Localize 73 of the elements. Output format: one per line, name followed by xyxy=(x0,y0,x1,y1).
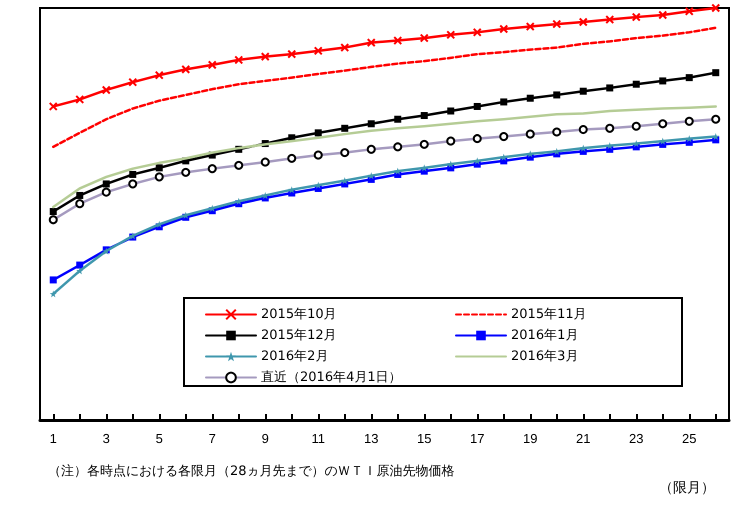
point xyxy=(712,69,720,76)
point xyxy=(341,124,348,132)
point xyxy=(605,15,614,24)
point xyxy=(366,38,376,48)
point xyxy=(314,129,322,136)
point xyxy=(552,20,562,29)
x-tick-label: 1 xyxy=(50,431,57,446)
legend-label: 直近（2016年4月1日） xyxy=(261,370,402,385)
point xyxy=(76,262,84,269)
point xyxy=(128,78,138,87)
legend-label: 2016年2月 xyxy=(261,349,328,364)
x-tick-label: 25 xyxy=(682,431,696,446)
point xyxy=(499,24,508,34)
point xyxy=(260,52,270,62)
point xyxy=(156,164,163,172)
x-tick-label: 11 xyxy=(312,431,325,446)
point xyxy=(446,30,456,40)
point xyxy=(393,36,402,46)
point xyxy=(102,180,110,188)
point xyxy=(208,60,217,70)
point xyxy=(50,290,57,298)
point xyxy=(50,208,57,216)
point xyxy=(578,18,588,27)
legend-label: 2016年3月 xyxy=(511,349,578,364)
point xyxy=(500,98,508,106)
x-axis-title: （限月） xyxy=(659,479,715,495)
point xyxy=(659,77,666,84)
point xyxy=(447,108,454,114)
point xyxy=(76,267,84,274)
legend-label: 2015年12月 xyxy=(261,328,337,343)
point xyxy=(606,84,614,92)
point xyxy=(632,12,641,22)
point xyxy=(580,88,587,95)
x-tick-label: 5 xyxy=(156,431,163,446)
x-tick-label: 9 xyxy=(262,431,269,446)
point xyxy=(553,91,560,98)
point xyxy=(526,22,535,32)
point xyxy=(181,64,190,74)
text: （注）各時点における各限月（28ヵ月先まで）のＷＴＩ原油先物価格 xyxy=(48,463,455,480)
point xyxy=(75,94,84,104)
point xyxy=(76,192,84,199)
point xyxy=(394,116,402,123)
point xyxy=(340,43,350,52)
x-tick-label: 3 xyxy=(102,431,110,446)
point xyxy=(234,55,244,64)
point xyxy=(684,6,694,16)
legend-label: 2015年10月 xyxy=(261,307,337,322)
point xyxy=(102,85,111,94)
point xyxy=(711,4,720,12)
x-tick-label: 19 xyxy=(523,431,538,446)
point xyxy=(658,10,668,20)
point xyxy=(48,102,58,111)
legend-label: 2016年1月 xyxy=(511,328,578,343)
point xyxy=(526,94,534,102)
point xyxy=(420,34,429,43)
point xyxy=(287,50,296,59)
point xyxy=(474,102,481,110)
point xyxy=(420,112,428,120)
x-tick-label: 17 xyxy=(470,431,484,446)
point xyxy=(50,276,57,284)
point xyxy=(368,120,375,128)
point xyxy=(129,170,136,178)
point xyxy=(154,70,164,80)
point xyxy=(314,46,323,56)
legend-label: 2015年11月 xyxy=(511,307,587,322)
point xyxy=(686,74,693,82)
x-tick-label: 7 xyxy=(208,431,216,446)
x-tick-label: 15 xyxy=(417,431,432,446)
x-tick-label: 23 xyxy=(629,431,644,446)
point xyxy=(472,28,482,37)
point xyxy=(632,80,640,88)
x-tick-label: 21 xyxy=(576,431,590,446)
x-tick-label: 13 xyxy=(364,431,378,446)
